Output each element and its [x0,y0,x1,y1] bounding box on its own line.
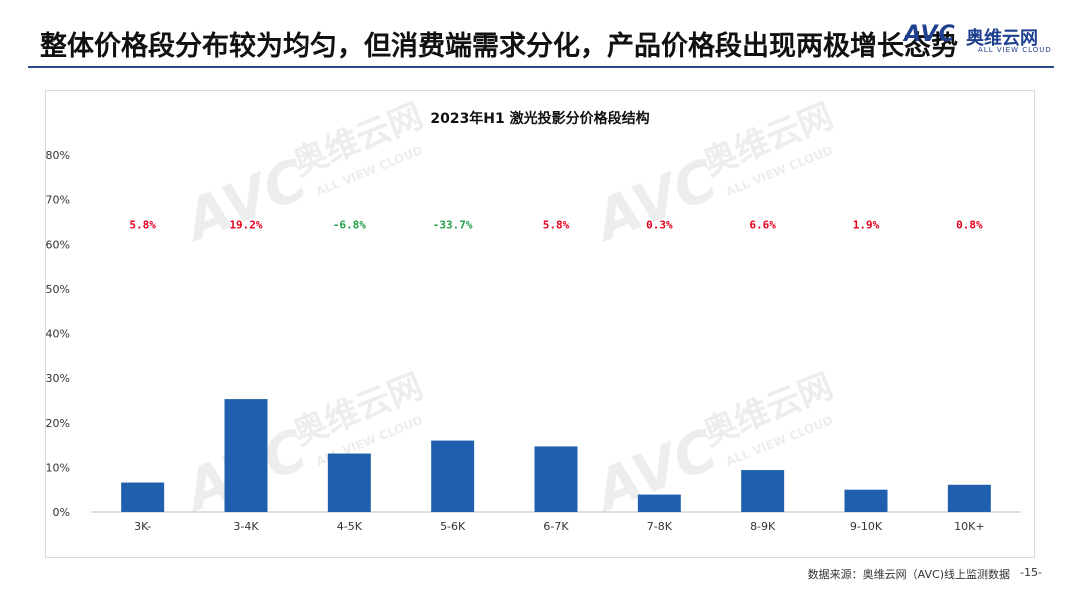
bar-10K+ [947,484,991,512]
x-tick-label: 4-5K [337,520,363,533]
growth-label: -33.7% [433,219,473,232]
bar-3-4K [224,399,268,512]
y-tick-label: 50% [46,283,70,296]
x-tick-label: 7-8K [647,520,673,533]
brand-mark: AVC [904,22,956,47]
y-tick-label: 0% [53,506,70,519]
bar-7-8K [637,494,681,512]
bar-3K- [121,482,165,512]
growth-label: 5.8% [543,219,570,232]
x-tick-label: 5-6K [440,520,466,533]
y-tick-label: 20% [46,417,70,430]
growth-label: 19.2% [229,219,262,232]
growth-label: 1.9% [853,219,880,232]
growth-label: 5.8% [129,219,156,232]
brand-name: 奥维云网 [966,28,1038,49]
growth-label: 0.8% [956,219,983,232]
x-tick-label: 8-9K [750,520,776,533]
x-tick-label: 6-7K [543,520,569,533]
y-tick-label: 10% [46,461,70,474]
bar-8-9K [741,470,785,512]
x-tick-label: 9-10K [850,520,883,533]
brand-logo: AVC 奥维云网 ALL VIEW CLOUD [904,22,1064,62]
bar-4-5K [327,453,371,512]
chart-title: 2023年H1 激光投影分价格段结构 [430,110,649,127]
growth-labels: 5.8% 19.2% -6.8% -33.7% 5.8% 0.3% 6.6% 1.9% 0.8% [129,219,983,232]
y-tick-label: 30% [46,372,70,385]
brand-tagline: ALL VIEW CLOUD [978,46,1052,54]
page-number: -15- [1020,566,1042,579]
bar-9-10K [844,489,888,512]
x-tick-label: 3-4K [233,520,259,533]
data-source-note: 数据来源：奥维云网（AVC)线上监测数据 [807,568,1010,581]
y-tick-label: 70% [46,194,70,207]
title-divider [28,66,1054,68]
growth-label: -6.8% [333,219,366,232]
x-tick-label: 10K+ [954,520,984,533]
growth-label: 0.3% [646,219,673,232]
x-tick-label: 3K- [134,520,151,533]
bars [121,399,991,512]
bar-6-7K [534,446,578,512]
growth-label: 6.6% [749,219,776,232]
y-tick-label: 80% [46,149,70,162]
y-tick-label: 60% [46,238,70,251]
chart-frame: AVC 奥维云网 ALL VIEW CLOUD AVC 奥维云网 ALL VIEW CLO… [45,90,1035,558]
slide-title: 整体价格段分布较为均匀，但消费端需求分化，产品价格段出现两极增长态势 [40,31,958,62]
bar-5-6K [431,440,475,512]
y-tick-label: 40% [46,328,70,341]
